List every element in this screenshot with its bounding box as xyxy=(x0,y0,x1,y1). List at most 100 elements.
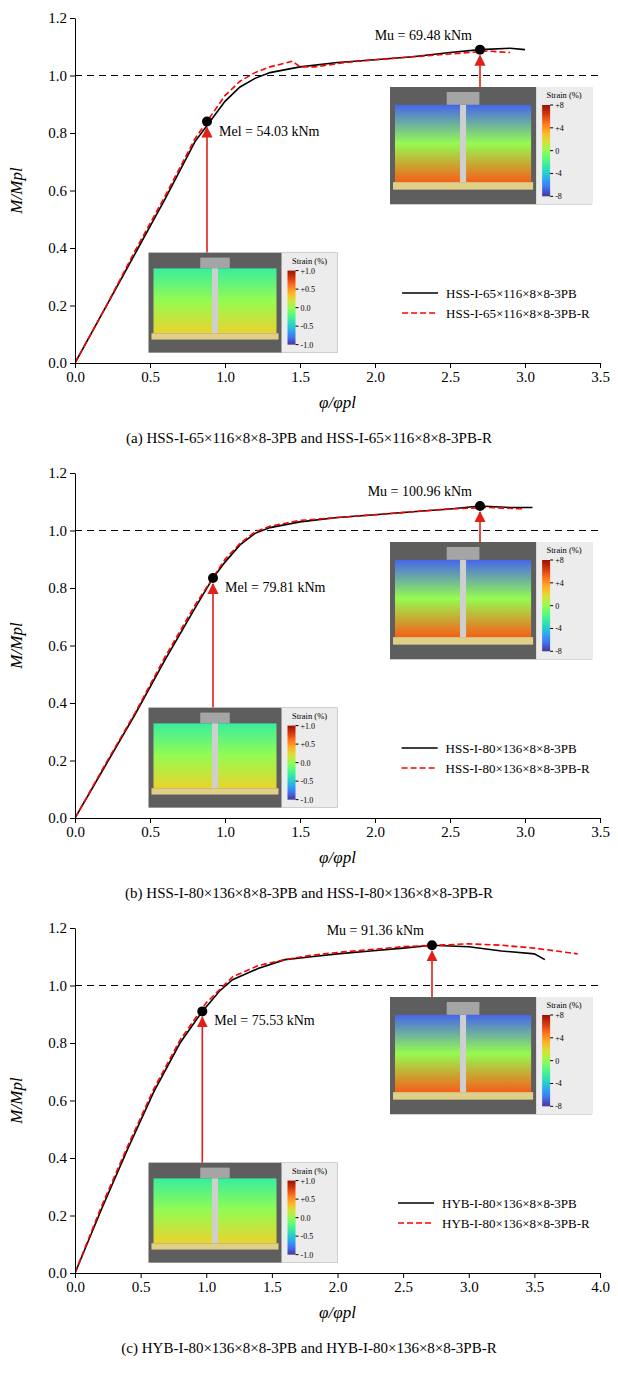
annotation-arrow xyxy=(479,512,481,542)
x-tick: 1.5 xyxy=(263,1273,282,1295)
y-tick: 0.2 xyxy=(48,753,75,769)
x-tick-label: 0.0 xyxy=(66,369,85,385)
x-tick: 0.0 xyxy=(66,1273,85,1295)
colorbar-tick xyxy=(550,1015,553,1016)
inset-stiffener xyxy=(460,1015,466,1092)
x-tick-label: 0.0 xyxy=(66,824,85,840)
annotation-point xyxy=(197,1006,207,1016)
x-tick-mark xyxy=(469,1273,470,1278)
colorbar-tick xyxy=(550,560,553,561)
y-tick-mark xyxy=(70,761,75,762)
colorbar-tick-label: 0 xyxy=(555,147,559,156)
x-tick: 1.0 xyxy=(197,1273,216,1295)
y-tick-label: 0.8 xyxy=(48,1035,67,1051)
colorbar-title: Strain (%) xyxy=(547,545,582,555)
colorbar-tick xyxy=(296,1254,299,1255)
legend: HSS-I-80×136×8×8-3PBHSS-I-80×136×8×8-3PB… xyxy=(402,741,590,776)
y-tick: 0.8 xyxy=(48,580,75,596)
x-tick: 3.5 xyxy=(591,818,610,840)
inset-flange xyxy=(393,1092,533,1100)
colorbar-tick xyxy=(550,127,553,128)
y-tick-label: 0.0 xyxy=(48,355,67,371)
annotation-arrow xyxy=(479,56,481,87)
legend-label: HSS-I-80×136×8×8-3PB xyxy=(446,741,577,756)
annotation-point xyxy=(202,117,212,127)
inset-specimen xyxy=(395,105,531,182)
colorbar-tick-label: -1.0 xyxy=(301,796,314,805)
y-axis-line xyxy=(75,19,76,364)
colorbar-tick-label: 0 xyxy=(555,602,559,611)
inset-specimen xyxy=(154,1178,277,1243)
colorbar-tick-label: +8 xyxy=(555,556,564,565)
y-tick: 0.0 xyxy=(48,355,75,371)
y-tick: 0.8 xyxy=(48,125,75,141)
y-axis-line xyxy=(75,474,76,819)
y-tick-mark xyxy=(70,986,75,987)
legend-label: HYB-I-80×136×8×8-3PB xyxy=(442,1196,577,1211)
y-tick: 1.2 xyxy=(48,920,75,936)
x-axis: 0.00.51.01.52.02.53.03.5 xyxy=(66,363,610,385)
colorbar-tick-label: +0.5 xyxy=(301,1195,316,1204)
y-tick-label: 0.2 xyxy=(48,753,67,769)
legend-label: HSS-I-65×116×8×8-3PB xyxy=(446,286,577,301)
colorbar-tick-label: +4 xyxy=(555,579,564,588)
inset-flange xyxy=(152,1243,279,1249)
y-tick-mark xyxy=(70,531,75,532)
reference-line xyxy=(75,75,600,76)
colorbar-tick xyxy=(550,605,553,606)
colorbar-tick xyxy=(296,289,299,290)
colorbar-tick xyxy=(550,628,553,629)
y-tick: 0.0 xyxy=(48,810,75,826)
x-tick-label: 3.0 xyxy=(516,824,535,840)
x-tick-label: 2.5 xyxy=(394,1279,413,1295)
inset-load-block xyxy=(447,547,480,560)
annotation-label: Mel = 54.03 kNm xyxy=(219,124,320,139)
y-tick: 1.2 xyxy=(48,10,75,26)
strain-inset: Strain (%)+8+40-4-8 xyxy=(390,997,592,1114)
x-tick-mark xyxy=(525,363,526,368)
annotation-label: Mel = 75.53 kNm xyxy=(214,1013,315,1028)
x-tick-mark xyxy=(450,818,451,823)
reference-line xyxy=(75,530,600,531)
colorbar-tick-label: -0.5 xyxy=(301,1232,314,1241)
colorbar-title: Strain (%) xyxy=(547,90,582,100)
y-tick-label: 0.8 xyxy=(48,125,67,141)
inset-stiffener xyxy=(212,1178,218,1243)
x-tick-label: 2.5 xyxy=(441,369,460,385)
x-tick-label: 2.0 xyxy=(366,824,385,840)
y-tick-mark xyxy=(70,818,75,819)
colorbar-tick-label: 0.0 xyxy=(301,304,311,313)
legend-swatch xyxy=(398,1202,434,1204)
y-tick-mark xyxy=(70,191,75,192)
x-tick: 0.0 xyxy=(66,818,85,840)
y-tick-label: 0.0 xyxy=(48,1265,67,1281)
annotation-label: Mu = 91.36 kNm xyxy=(327,923,424,938)
x-tick-mark xyxy=(206,1273,207,1278)
inset-specimen xyxy=(395,1015,531,1092)
x-tick-mark xyxy=(225,363,226,368)
colorbar-tick-label: +8 xyxy=(555,101,564,110)
x-tick-mark xyxy=(272,1273,273,1278)
legend-swatch xyxy=(398,1222,434,1224)
colorbar-tick xyxy=(550,196,553,197)
y-tick-mark xyxy=(70,18,75,19)
x-tick: 4.0 xyxy=(591,1273,610,1295)
x-tick: 1.5 xyxy=(291,818,310,840)
y-tick-mark xyxy=(70,76,75,77)
y-tick-label: 0.0 xyxy=(48,810,67,826)
x-tick: 3.0 xyxy=(516,363,535,385)
y-tick-label: 0.4 xyxy=(48,240,67,256)
colorbar-tick xyxy=(550,1083,553,1084)
x-tick: 2.5 xyxy=(394,1273,413,1295)
colorbar xyxy=(542,1015,550,1106)
y-tick: 1.0 xyxy=(48,523,75,539)
y-tick-mark xyxy=(70,928,75,929)
y-tick: 0.6 xyxy=(48,638,75,654)
y-tick-mark xyxy=(70,1043,75,1044)
inset-flange xyxy=(152,788,279,794)
colorbar-tick xyxy=(550,582,553,583)
annotation-point xyxy=(427,940,437,950)
y-tick-label: 1.0 xyxy=(48,68,67,84)
inset-specimen xyxy=(154,268,277,333)
y-tick-mark xyxy=(70,1216,75,1217)
